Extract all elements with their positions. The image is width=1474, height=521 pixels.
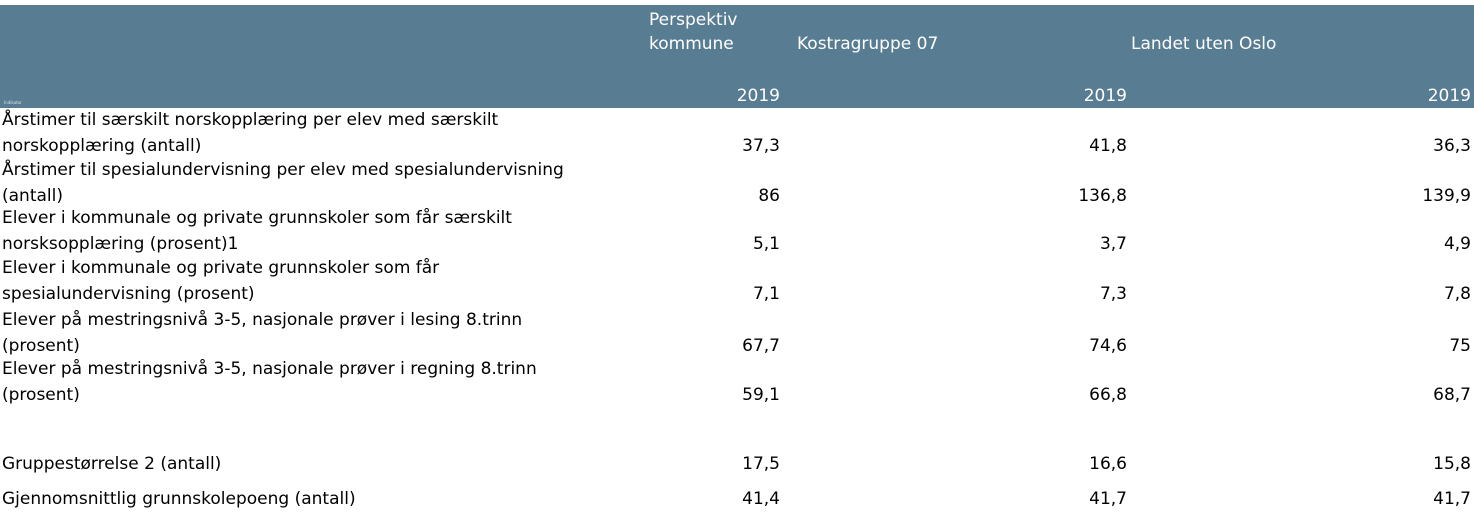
table-header: Indikator Perspektiv kommune Kostragrupp…: [0, 5, 1474, 108]
row-value-kostragruppe: 74,6: [1089, 336, 1127, 356]
row-value-landet: 75: [1449, 336, 1471, 356]
row-label: Årstimer til spesialundervisning per ele…: [2, 160, 564, 206]
table-row: Elever i kommunale og private grunnskole…: [0, 205, 1474, 255]
row-value-perspektiv: 41,4: [742, 489, 780, 509]
row-value-perspektiv: 86: [758, 186, 780, 206]
table-row: Elever på mestringsnivå 3-5, nasjonale p…: [0, 356, 1474, 406]
row-value-kostragruppe: 41,8: [1089, 136, 1127, 156]
header-col-perspektiv-kommune: Perspektiv kommune: [649, 10, 738, 54]
row-value-landet: 15,8: [1433, 454, 1471, 474]
row-value-kostragruppe: 136,8: [1078, 186, 1127, 206]
row-label: Gruppestørrelse 2 (antall): [2, 454, 222, 474]
table-row: Elever i kommunale og private grunnskole…: [0, 255, 1474, 305]
table-row: Gruppestørrelse 2 (antall) 17,5 16,6 15,…: [0, 451, 1474, 501]
row-value-landet: 36,3: [1433, 136, 1471, 156]
row-value-landet: 139,9: [1422, 186, 1471, 206]
row-value-landet: 4,9: [1443, 234, 1471, 254]
row-value-kostragruppe: 66,8: [1089, 385, 1127, 405]
row-label: Elever i kommunale og private grunnskole…: [2, 258, 440, 304]
row-value-landet: 41,7: [1433, 489, 1471, 509]
row-value-landet: 68,7: [1433, 385, 1471, 405]
row-value-perspektiv: 37,3: [742, 136, 780, 156]
row-value-kostragruppe: 41,7: [1089, 489, 1127, 509]
header-col-kostragruppe: Kostragruppe 07: [797, 34, 939, 54]
table-row: Gjennomsnittlig grunnskolepoeng (antall)…: [0, 486, 1474, 516]
row-label: Gjennomsnittlig grunnskolepoeng (antall): [2, 489, 356, 509]
row-label: Elever på mestringsnivå 3-5, nasjonale p…: [2, 359, 537, 405]
row-label: Elever i kommunale og private grunnskole…: [2, 208, 512, 254]
row-label: Årstimer til særskilt norskopplæring per…: [2, 110, 499, 156]
table-row: Årstimer til særskilt norskopplæring per…: [0, 107, 1474, 157]
row-value-perspektiv: 17,5: [742, 454, 780, 474]
row-value-kostragruppe: 7,3: [1099, 284, 1127, 304]
row-value-perspektiv: 67,7: [742, 336, 780, 356]
header-year-col2: 2019: [1083, 86, 1127, 106]
row-value-kostragruppe: 16,6: [1089, 454, 1127, 474]
header-tiny-label: Indikator: [4, 100, 22, 105]
row-value-perspektiv: 7,1: [752, 284, 780, 304]
row-value-kostragruppe: 3,7: [1099, 234, 1127, 254]
table-row: Årstimer til spesialundervisning per ele…: [0, 157, 1474, 207]
row-value-perspektiv: 59,1: [742, 385, 780, 405]
header-year-col3: 2019: [1427, 86, 1471, 106]
row-value-perspektiv: 5,1: [752, 234, 780, 254]
row-label: Elever på mestringsnivå 3-5, nasjonale p…: [2, 310, 523, 356]
row-value-landet: 7,8: [1443, 284, 1471, 304]
header-year-col1: 2019: [736, 86, 780, 106]
table-row: Elever på mestringsnivå 3-5, nasjonale p…: [0, 307, 1474, 357]
header-col-landet-uten-oslo: Landet uten Oslo: [1131, 34, 1277, 54]
